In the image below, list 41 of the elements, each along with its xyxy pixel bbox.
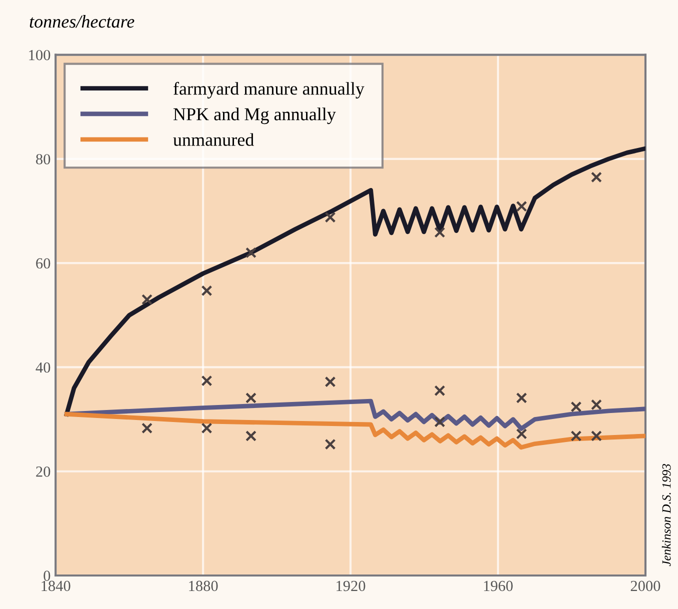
point [590,172,602,183]
point [570,401,582,412]
x-tick-label: 2000 [630,580,660,592]
y-tick-label: 40 [36,362,50,373]
x-tick-label: 1880 [189,580,218,592]
x-tick-label: 1920 [336,580,366,592]
point [245,430,256,442]
y-tick-label: 100 [29,50,50,60]
text: Jenkinson D.S. 1993 [662,464,671,566]
point [324,212,336,223]
point [434,416,446,428]
point [245,247,256,258]
point [434,385,446,396]
line-series [64,398,646,431]
y-tick-label: 0 [44,570,50,581]
point [201,375,212,386]
point [590,430,602,442]
point [142,294,153,306]
y-axis-title: tonnes/hectare [30,15,134,28]
y-tick-label: 60 [36,258,50,269]
legend-label: unmanured [173,133,254,146]
y-tick-label: 20 [36,466,50,477]
point [201,422,212,434]
x-tick-label: 1840 [42,580,70,592]
x-tick-label: 1960 [484,580,513,592]
legend-label: farmyard manure annually [174,82,364,98]
line-series [64,412,646,450]
y-tick-label: 80 [36,154,50,164]
point [570,430,582,442]
point [434,226,446,238]
point [516,200,528,212]
point [245,392,256,404]
point [201,285,212,296]
point [142,422,153,434]
point [516,428,528,440]
line-series [64,146,646,416]
legend-label: NPK and Mg annually [173,108,336,124]
point [516,392,528,404]
point [324,376,336,388]
point [324,438,336,450]
point [590,399,602,410]
